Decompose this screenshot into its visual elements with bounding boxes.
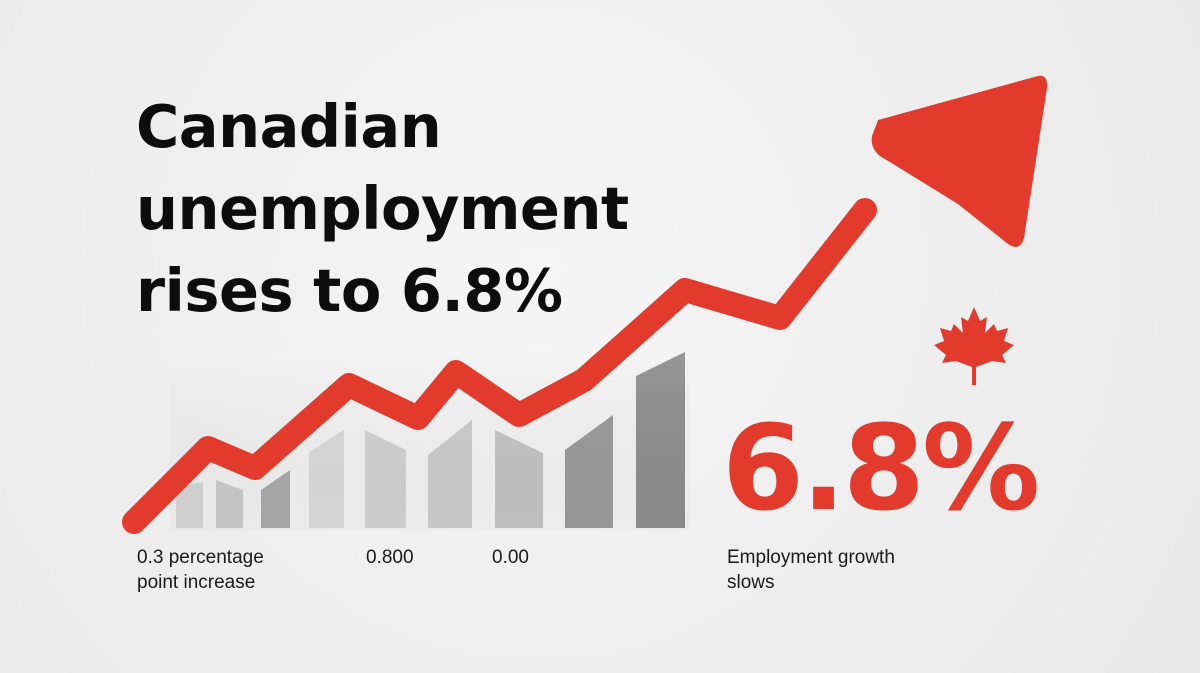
headline: Canadian unemployment rises to 6.8% xyxy=(136,86,736,332)
arrowhead-icon xyxy=(871,75,1048,247)
caption-line: Employment growth xyxy=(727,547,895,568)
trend-arrow xyxy=(122,75,1048,534)
caption-employment-growth: Employment growth slows xyxy=(727,545,967,595)
bar-group xyxy=(170,350,690,530)
highlight-value: 6.8% xyxy=(722,399,1040,537)
caption-line: 0.3 percentage xyxy=(137,547,264,568)
caption-value-2: 0.00 xyxy=(492,547,529,568)
caption-line: point increase xyxy=(137,572,256,593)
caption-value-1: 0.800 xyxy=(366,547,414,568)
caption-line: slows xyxy=(727,572,775,593)
bar-sheen xyxy=(170,350,690,530)
maple-leaf-icon xyxy=(934,307,1014,385)
headline-line-3: rises to 6.8% xyxy=(136,256,563,325)
headline-line-1: Canadian xyxy=(136,92,442,161)
trend-line xyxy=(122,198,877,534)
headline-line-2: unemployment xyxy=(136,174,629,243)
caption-percentage-increase: 0.3 percentage point increase xyxy=(137,545,337,595)
